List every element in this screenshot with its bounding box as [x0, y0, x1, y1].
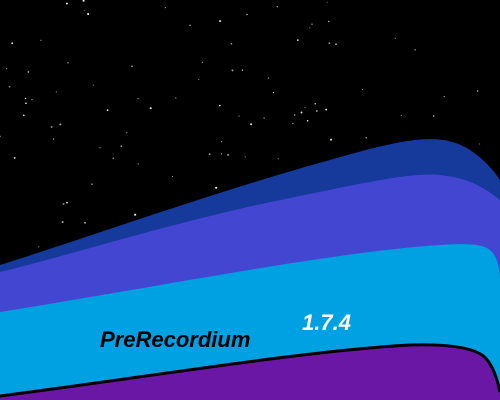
star	[52, 138, 55, 140]
star	[219, 20, 222, 23]
star	[263, 117, 265, 119]
app-version: 1.7.4	[302, 310, 351, 335]
star	[13, 156, 16, 159]
star	[292, 122, 294, 125]
star	[82, 0, 85, 2]
star	[325, 108, 328, 111]
star	[201, 61, 204, 64]
star	[314, 103, 316, 105]
star	[137, 98, 139, 100]
star	[120, 145, 123, 147]
star	[38, 246, 40, 248]
star	[6, 68, 8, 70]
star	[61, 221, 64, 224]
star	[62, 202, 65, 206]
star	[250, 123, 253, 126]
star	[246, 13, 248, 16]
star	[365, 137, 367, 139]
star	[296, 39, 299, 42]
star	[311, 23, 313, 25]
star	[241, 69, 244, 71]
star	[208, 153, 211, 156]
star	[59, 123, 62, 126]
star	[329, 138, 333, 141]
star	[171, 175, 174, 178]
star	[221, 153, 223, 155]
star	[315, 110, 318, 112]
star	[164, 7, 166, 9]
star	[476, 90, 479, 92]
star	[479, 143, 481, 145]
star	[175, 97, 177, 99]
star	[443, 95, 445, 98]
star	[27, 71, 30, 73]
star	[244, 156, 246, 158]
star	[230, 43, 233, 45]
wave-band-purple	[0, 344, 500, 400]
star	[304, 107, 306, 109]
star	[91, 183, 93, 185]
star	[137, 163, 139, 165]
star	[294, 114, 296, 116]
star	[134, 213, 137, 216]
star	[22, 114, 25, 117]
star	[189, 24, 191, 27]
star	[66, 201, 68, 204]
star	[272, 91, 275, 94]
star	[11, 42, 14, 45]
star	[300, 111, 303, 114]
star	[328, 42, 331, 45]
star	[231, 69, 234, 72]
star	[25, 102, 27, 105]
star	[31, 98, 33, 101]
star	[24, 97, 27, 100]
star	[84, 222, 86, 224]
star	[238, 115, 240, 117]
star	[306, 120, 309, 122]
star	[277, 158, 279, 160]
star	[227, 153, 230, 156]
star	[67, 61, 69, 64]
star	[99, 147, 101, 149]
star	[126, 132, 128, 134]
star	[361, 89, 363, 91]
wave-outline	[0, 343, 500, 398]
star	[87, 12, 90, 16]
star	[335, 43, 337, 46]
star	[327, 20, 330, 23]
star	[50, 126, 53, 128]
star	[40, 39, 42, 41]
star	[55, 91, 57, 93]
star	[65, 2, 68, 5]
star	[276, 6, 278, 8]
star	[131, 65, 133, 68]
app-name: PreRecordium	[100, 327, 251, 352]
star	[106, 109, 109, 112]
star	[432, 115, 435, 117]
star	[83, 9, 85, 12]
star	[218, 104, 221, 107]
star	[92, 84, 94, 86]
star	[267, 77, 270, 79]
star	[309, 27, 311, 29]
star	[221, 141, 223, 143]
star	[0, 135, 1, 138]
star	[414, 49, 416, 51]
star	[198, 79, 200, 80]
star	[149, 107, 152, 110]
star	[112, 157, 115, 160]
star	[8, 85, 11, 88]
star	[326, 1, 328, 3]
star	[394, 37, 396, 39]
star	[400, 114, 402, 116]
star	[215, 186, 218, 189]
